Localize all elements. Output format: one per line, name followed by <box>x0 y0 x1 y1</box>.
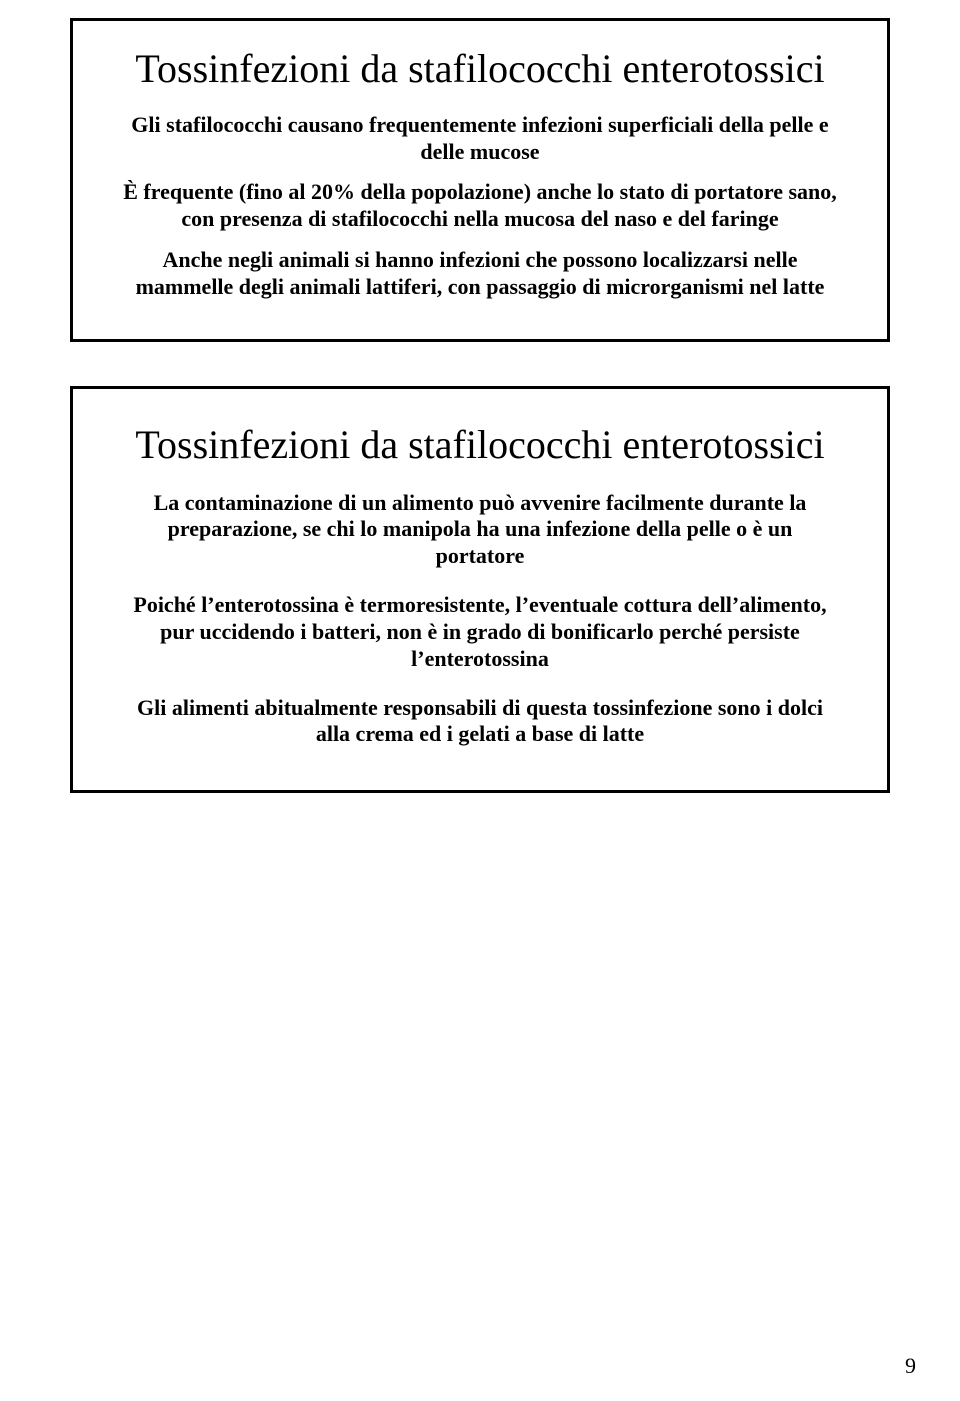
slide-1-paragraph-2: È frequente (fino al 20% della popolazio… <box>119 179 841 233</box>
slide-2-paragraph-3: Gli alimenti abitualmente responsabili d… <box>119 695 841 749</box>
slide-2-title: Tossinfezioni da stafilococchi enterotos… <box>119 423 841 468</box>
slide-2-paragraph-2: Poiché l’enterotossina è termoresistente… <box>119 592 841 672</box>
slide-2: Tossinfezioni da stafilococchi enterotos… <box>70 386 890 793</box>
slide-1: Tossinfezioni da stafilococchi enterotos… <box>70 18 890 342</box>
page: Tossinfezioni da stafilococchi enterotos… <box>0 0 960 1401</box>
slide-1-paragraph-3: Anche negli animali si hanno infezioni c… <box>119 247 841 301</box>
slide-1-paragraph-1: Gli stafilococchi causano frequentemente… <box>119 112 841 166</box>
slide-2-paragraph-1: La contaminazione di un alimento può avv… <box>119 490 841 570</box>
page-number: 9 <box>905 1353 916 1379</box>
slide-1-title: Tossinfezioni da stafilococchi enterotos… <box>119 47 841 92</box>
